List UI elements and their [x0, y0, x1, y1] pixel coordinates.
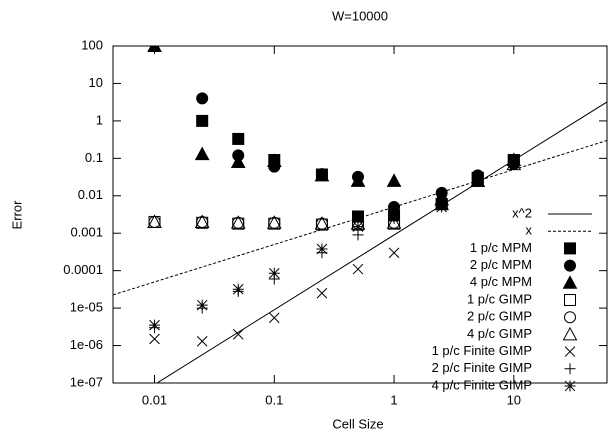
legend-swatch	[562, 326, 578, 341]
y-tick-label: 1e-05	[70, 300, 103, 315]
marker	[266, 215, 282, 229]
legend-label: x^2	[512, 205, 532, 220]
legend-swatch	[564, 259, 576, 272]
marker	[508, 156, 520, 168]
y-tick-label: 10	[89, 75, 103, 90]
legend-label: 2 p/c GIMP	[467, 309, 532, 324]
marker	[470, 173, 486, 187]
legend-label: 1 p/c Finite GIMP	[432, 343, 532, 358]
y-tick-label: 0.0001	[63, 262, 103, 277]
line	[113, 139, 607, 296]
marker	[352, 263, 364, 275]
legend-label: 4 p/c GIMP	[467, 326, 532, 341]
marker	[316, 243, 328, 255]
marker	[232, 132, 245, 145]
line	[156, 101, 607, 383]
marker	[314, 216, 330, 230]
x-tick-label: 1	[390, 392, 397, 407]
x-axis-label: Cell Size	[332, 416, 383, 431]
marker	[230, 215, 246, 229]
marker	[436, 196, 448, 208]
marker	[352, 221, 364, 233]
legend-label: x	[526, 223, 533, 238]
x-tick-label: 0.01	[142, 392, 167, 407]
legend-label: 4 p/c Finite GIMP	[432, 377, 532, 392]
marker	[350, 173, 366, 187]
y-tick-label: 1e-06	[70, 337, 103, 352]
y-tick-label: 0.01	[78, 187, 103, 202]
y-tick-label: 1e-07	[70, 374, 103, 389]
plot-area	[113, 46, 607, 383]
y-tick-label: 0.001	[70, 225, 103, 240]
marker	[232, 328, 244, 340]
marker	[314, 167, 330, 182]
legend-swatch	[564, 294, 576, 306]
marker	[147, 214, 162, 228]
y-tick-label: 100	[81, 37, 103, 52]
marker	[149, 333, 160, 345]
legend-swatch	[564, 346, 576, 357]
y-tick-label: 0.1	[85, 150, 103, 165]
legend-label: 4 p/c MPM	[470, 274, 532, 289]
marker	[316, 287, 328, 299]
marker	[196, 114, 209, 127]
legend-label: 1 p/c GIMP	[467, 291, 532, 306]
legend-label: 2 p/c Finite GIMP	[432, 360, 532, 375]
marker	[149, 319, 161, 331]
legend-swatch	[564, 311, 576, 324]
marker	[232, 283, 244, 295]
marker	[268, 312, 280, 324]
marker	[196, 335, 208, 347]
marker	[386, 173, 402, 187]
marker	[196, 299, 208, 311]
x-tick-label: 0.1	[265, 392, 283, 407]
legend-swatch	[562, 275, 578, 289]
marker	[196, 92, 209, 105]
marker	[386, 215, 402, 229]
plot-frame	[112, 45, 608, 384]
y-tick-label: 1	[96, 112, 103, 127]
legend-swatch	[564, 242, 576, 255]
x-tick-label: 10	[507, 392, 521, 407]
chart-title: W=10000	[332, 8, 388, 23]
y-axis-label: Error	[9, 200, 24, 230]
marker	[268, 267, 280, 279]
legend-label: 2 p/c MPM	[470, 257, 532, 272]
legend-label: 1 p/c MPM	[470, 240, 532, 255]
marker	[194, 146, 210, 161]
marker	[266, 153, 282, 167]
legend-swatch	[564, 380, 576, 392]
marker	[472, 172, 484, 184]
legend-swatch	[564, 363, 576, 375]
marker	[194, 214, 210, 228]
marker	[388, 209, 400, 221]
marker	[388, 247, 400, 259]
marker	[230, 154, 246, 168]
marker	[506, 156, 522, 171]
marker	[147, 46, 162, 52]
